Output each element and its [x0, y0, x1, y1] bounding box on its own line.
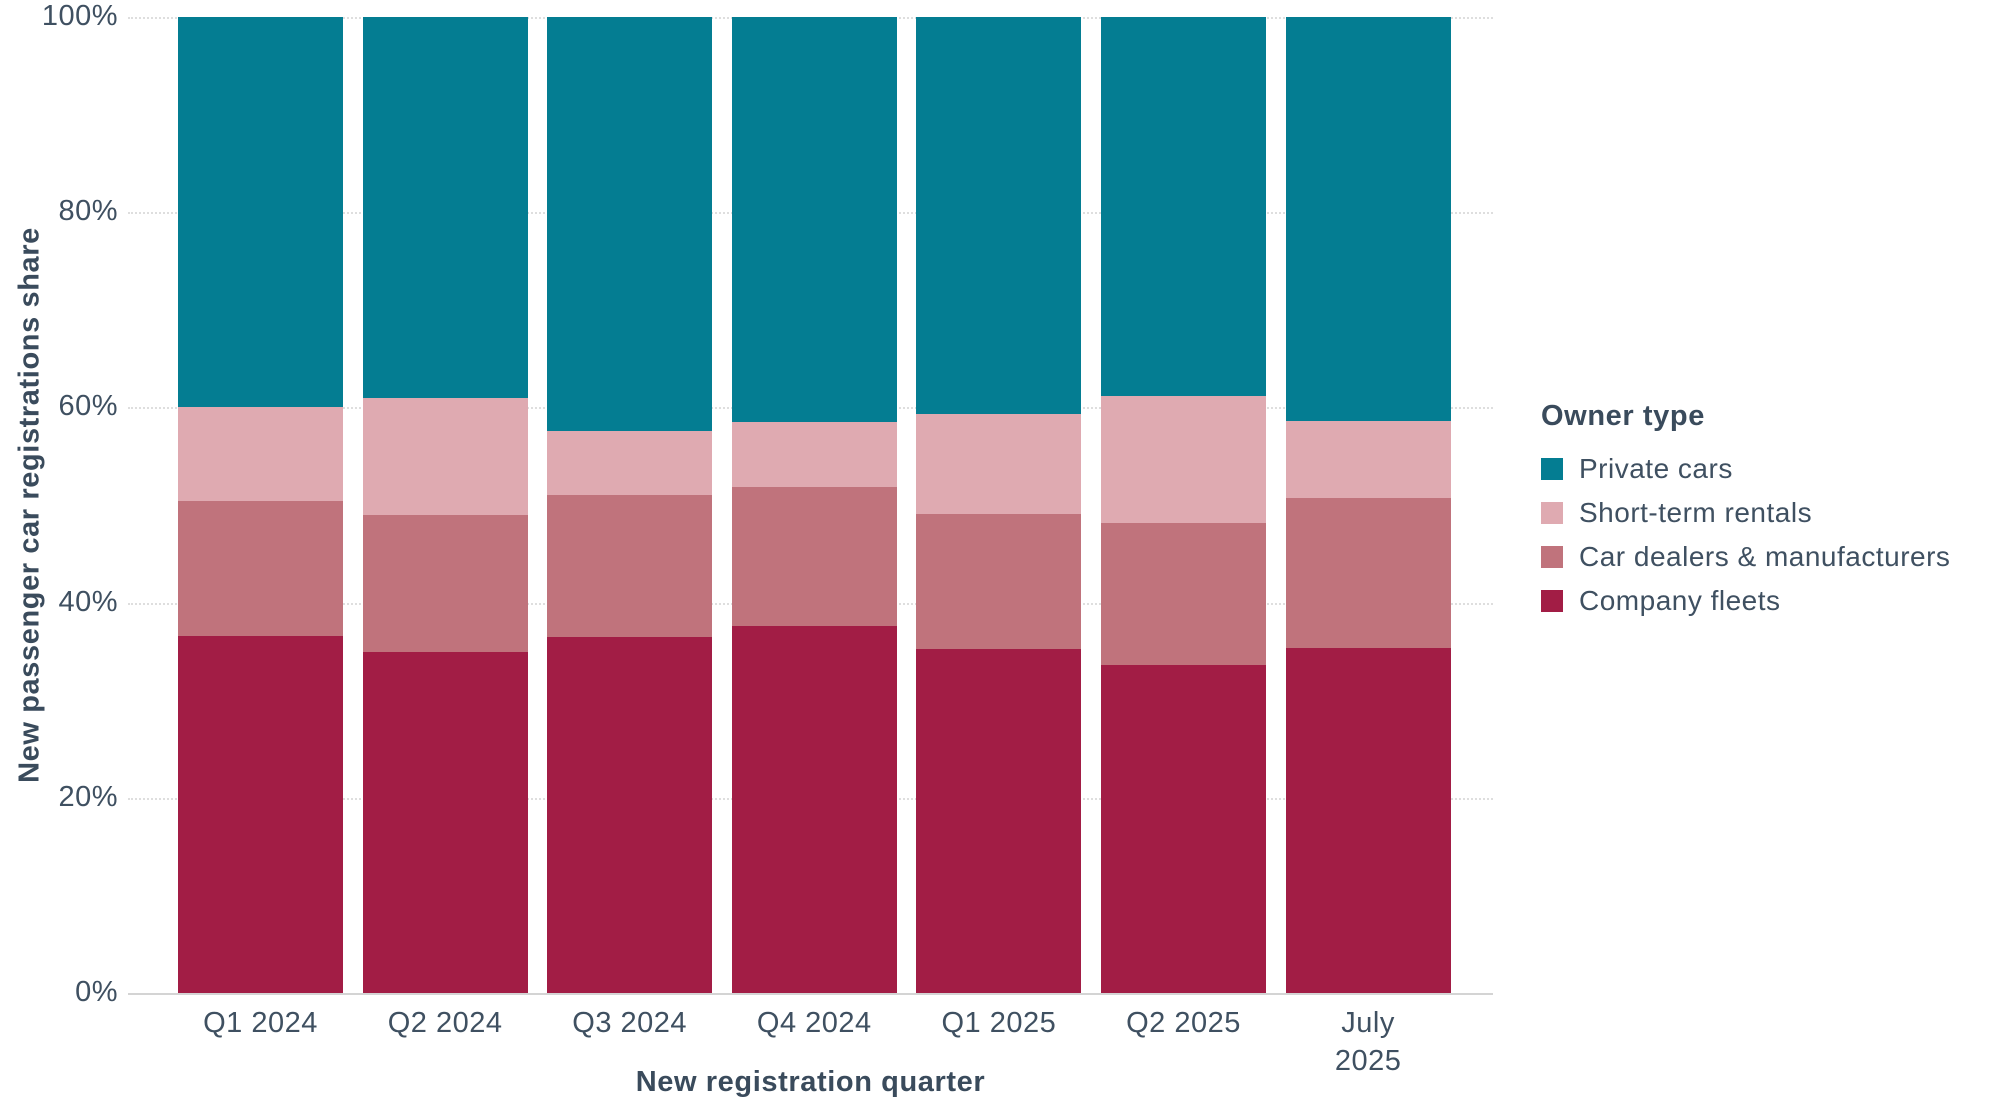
bar-segment-q1-2025-company-fleets [916, 649, 1082, 993]
bar-segment-q3-2024-car-dealers-manufacturers [547, 495, 713, 637]
bar-segment-q4-2024-car-dealers-manufacturers [731, 487, 897, 626]
legend-swatch-company-fleets [1541, 590, 1563, 612]
bar-segment-q2-2024-car-dealers-manufacturers [362, 514, 528, 653]
bar-segment-q2-2024-company-fleets [362, 652, 528, 993]
bar-segment-q2-2025-car-dealers-manufacturers [1101, 522, 1266, 666]
x-tick-label-q2-2025: Q2 2025 [1126, 1007, 1241, 1039]
x-tick-label-q1-2025: Q1 2025 [941, 1007, 1057, 1039]
y-tick-label-0: 0% [75, 976, 118, 1008]
bar-segment-q1-2025-short-term-rentals [916, 414, 1082, 514]
legend-items: Private cars Short-term rentals Car dealer… [1541, 447, 2000, 623]
bar-segment-q2-2025-short-term-rentals [1101, 395, 1266, 523]
bar-segment-q1-2025-car-dealers-manufacturers [916, 513, 1082, 650]
legend-item-short-term-rentals: Short-term rentals [1541, 491, 2000, 535]
bar-segment-july-2025-car-dealers-manufacturers [1285, 498, 1451, 649]
bar-segment-q4-2024-short-term-rentals [731, 422, 897, 488]
bar-segment-q2-2025-private-cars [1101, 17, 1266, 396]
bar-segment-q4-2024-company-fleets [731, 626, 897, 993]
bar-segment-q1-2024-short-term-rentals [178, 407, 343, 502]
bar-segment-q1-2024-company-fleets [178, 635, 343, 993]
x-tick-label-q2-2024: Q2 2024 [387, 1007, 503, 1039]
y-tick-label-40: 40% [58, 585, 118, 618]
legend-item-company-fleets: Company fleets [1541, 579, 2000, 623]
legend-swatch-car-dealers-manufacturers [1541, 546, 1563, 568]
y-tick-label-80: 80% [58, 195, 118, 228]
bar-segment-q3-2024-private-cars [547, 17, 713, 431]
y-tick-label-20: 20% [58, 780, 118, 813]
x-tick-label-q1-2024: Q1 2024 [203, 1007, 318, 1039]
bar-segment-q1-2024-private-cars [178, 17, 343, 408]
y-axis-title: New passenger car registrations share [13, 227, 46, 783]
legend-label-company-fleets: Company fleets [1579, 585, 1781, 616]
legend-label-short-term-rentals: Short-term rentals [1579, 497, 1813, 528]
x-tick-label-q3-2024: Q3 2024 [572, 1007, 688, 1039]
legend: Owner type Private cars Short-term rental… [1541, 400, 2000, 623]
legend-title: Owner type [1541, 400, 1705, 432]
legend-item-car-dealers-manufacturers: Car dealers & manufacturers [1541, 535, 2000, 579]
legend-swatch-private-cars [1541, 458, 1563, 480]
y-tick-label-60: 60% [58, 390, 118, 423]
bar-segment-july-2025-private-cars [1285, 17, 1451, 422]
legend-label-car-dealers-manufacturers: Car dealers & manufacturers [1579, 541, 1951, 572]
bar-segment-july-2025-short-term-rentals [1285, 421, 1451, 499]
x-tick-label-july-2025: July 2025 [1334, 1007, 1402, 1077]
x-axis-title: New registration quarter [635, 1066, 986, 1098]
bar-segment-q3-2024-company-fleets [547, 636, 713, 993]
bar-segment-q2-2024-private-cars [362, 17, 528, 398]
legend-swatch-short-term-rentals [1541, 502, 1563, 524]
legend-item-private-cars: Private cars [1541, 447, 2000, 491]
legend-label-private-cars: Private cars [1579, 453, 1733, 484]
x-axis-baseline [128, 993, 1493, 995]
bar-segment-q1-2025-private-cars [916, 17, 1082, 415]
bar-segment-q3-2024-short-term-rentals [547, 430, 713, 496]
bar-segment-q1-2024-car-dealers-manufacturers [178, 501, 343, 636]
y-tick-label-100: 100% [41, 0, 118, 32]
bar-segment-q4-2024-private-cars [731, 17, 897, 423]
bar-segment-q2-2025-company-fleets [1101, 665, 1266, 993]
bar-segment-july-2025-company-fleets [1285, 648, 1451, 993]
bar-segment-q2-2024-short-term-rentals [362, 397, 528, 515]
x-tick-label-q4-2024: Q4 2024 [756, 1007, 872, 1039]
